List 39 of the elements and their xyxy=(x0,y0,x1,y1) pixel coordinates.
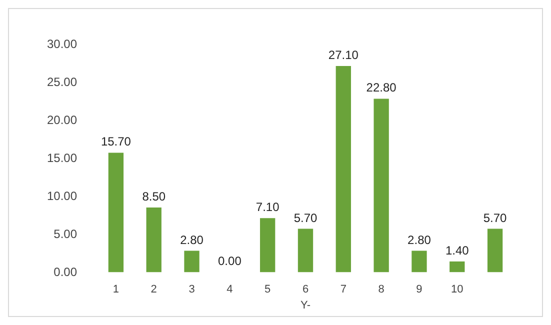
x-tick-label: 2 xyxy=(150,284,157,296)
x-tick-label: 6 xyxy=(302,284,309,296)
bar xyxy=(184,250,200,272)
data-label: 7.10 xyxy=(256,200,280,214)
bar xyxy=(260,218,276,272)
data-label: 8.50 xyxy=(142,189,166,204)
y-tick-label: 20.00 xyxy=(46,113,78,128)
y-tick-label: 15.00 xyxy=(46,151,78,166)
bar xyxy=(412,250,427,272)
bar xyxy=(298,228,314,272)
data-label: 2.80 xyxy=(408,232,432,247)
data-label: 22.80 xyxy=(366,80,397,95)
y-tick-label: 5.00 xyxy=(54,227,78,242)
x-tick-label: 4 xyxy=(226,284,233,296)
bar xyxy=(108,152,124,272)
y-tick-label: 10.00 xyxy=(46,189,78,204)
x-tick-label: 8 xyxy=(378,284,384,296)
x-tick-label: 7 xyxy=(340,284,346,296)
bar xyxy=(146,207,162,272)
x-axis-title: Y- xyxy=(300,300,311,312)
x-tick-label: 9 xyxy=(416,284,422,296)
data-label: 5.70 xyxy=(483,210,508,225)
data-label: 15.70 xyxy=(100,134,132,149)
bar xyxy=(374,98,389,272)
y-tick-label: 0.00 xyxy=(54,265,78,280)
data-label: 27.10 xyxy=(328,48,359,62)
x-tick-label: 1 xyxy=(112,284,120,296)
data-label: 0.00 xyxy=(218,254,242,268)
bar xyxy=(450,261,465,272)
x-tick-label: 10 xyxy=(451,284,464,296)
data-label: 2.80 xyxy=(180,232,204,247)
x-tick-label: 3 xyxy=(188,284,195,296)
y-tick-label: 25.00 xyxy=(46,75,78,90)
bar xyxy=(336,66,351,272)
data-label: 5.70 xyxy=(294,210,318,225)
bar xyxy=(487,228,503,272)
data-label: 1.40 xyxy=(445,243,470,258)
x-tick-label: 5 xyxy=(264,284,271,296)
y-tick-label: 30.00 xyxy=(46,37,78,51)
